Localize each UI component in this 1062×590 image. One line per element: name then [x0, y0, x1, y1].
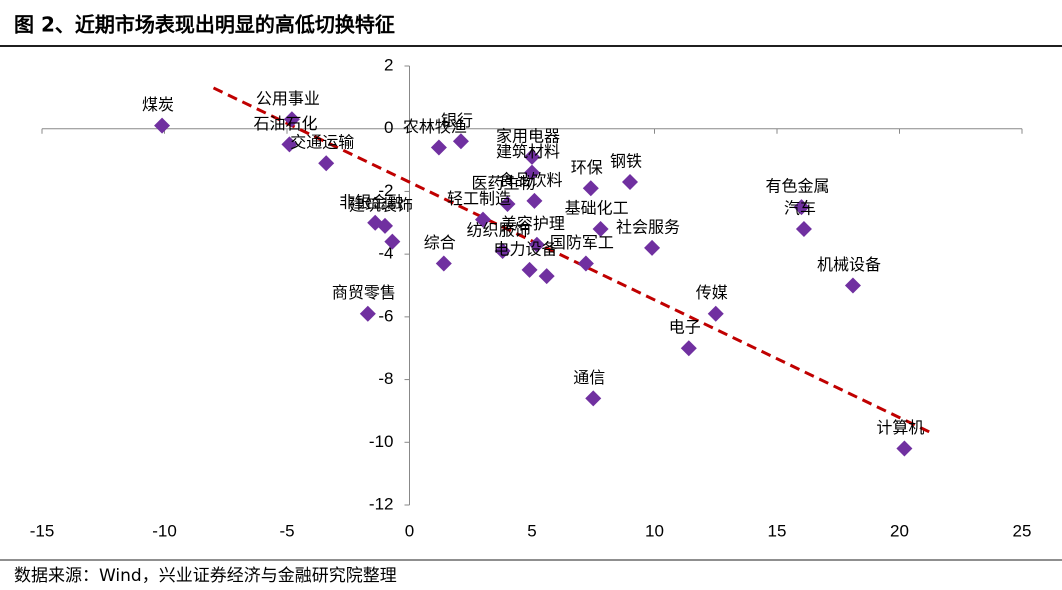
point: [526, 192, 543, 209]
point-label: 煤炭: [142, 95, 174, 114]
point: [384, 233, 401, 250]
point-label: 综合: [424, 233, 456, 252]
point-label: 计算机: [876, 418, 924, 437]
x-tick-label: 5: [527, 521, 536, 540]
point-label: 美容护理: [501, 214, 565, 233]
y-tick-label: -10: [369, 432, 394, 451]
point: [680, 340, 697, 357]
point: [585, 390, 602, 407]
point: [577, 255, 594, 272]
point-label: 环保: [571, 158, 603, 177]
point-label: 电子: [669, 318, 701, 337]
point-label: 石油石化: [253, 114, 317, 133]
point: [793, 199, 810, 216]
point-label: 机械设备: [817, 255, 881, 274]
point-label: 通信: [573, 368, 605, 387]
point: [622, 174, 638, 191]
point: [524, 148, 540, 165]
y-tick-label: -12: [369, 494, 394, 513]
x-tick-label: 25: [1013, 521, 1032, 540]
point-label: 社会服务: [616, 217, 680, 236]
point: [430, 139, 447, 156]
point: [452, 133, 469, 150]
y-tick-label: -8: [378, 369, 393, 388]
y-tick-label: 0: [384, 118, 393, 137]
y-tick-label: -4: [378, 244, 393, 263]
point: [582, 180, 599, 197]
point: [521, 261, 538, 278]
point-label: 轻工制造: [447, 189, 511, 208]
y-tick-label: -6: [378, 306, 393, 325]
point-label: 传媒: [696, 283, 728, 302]
trendline: [212, 86, 932, 435]
point-label: 农林牧渔: [403, 117, 467, 136]
point: [644, 239, 661, 256]
point-label: 钢铁: [610, 152, 642, 171]
point: [524, 164, 540, 181]
point: [377, 217, 393, 234]
point: [896, 440, 913, 457]
source: 数据来源：Wind，兴业证券经济与金融研究院整理: [14, 566, 397, 586]
point: [281, 136, 298, 153]
point-label: 国防军工: [550, 233, 614, 252]
point-label: 公用事业: [256, 89, 320, 108]
x-tick-label: 0: [405, 521, 414, 540]
point-label: 银行: [441, 111, 473, 130]
point-label: 非银金融: [339, 192, 403, 211]
x-tick-label: 15: [768, 521, 787, 540]
point: [707, 305, 724, 322]
point-label: 家用电器: [496, 126, 560, 145]
y-tick-label: -2: [378, 181, 393, 200]
point-label: 纺织服饰: [467, 221, 531, 240]
point: [475, 211, 491, 228]
point-label: 电力设备: [494, 239, 558, 258]
point: [435, 255, 452, 272]
point: [499, 195, 516, 212]
point-label: 有色金属: [765, 177, 829, 196]
point-label: 建筑材料: [496, 142, 560, 161]
point: [592, 221, 609, 238]
point: [538, 268, 555, 285]
point-label: 交通运输: [290, 133, 354, 152]
point: [154, 117, 171, 134]
point-label: 建筑装饰: [349, 195, 413, 214]
point: [494, 243, 511, 260]
point: [844, 277, 861, 294]
x-tick-label: -10: [152, 521, 177, 540]
point: [795, 221, 812, 238]
point: [283, 111, 300, 128]
point-label: 医药生物: [471, 173, 535, 192]
point: [318, 155, 335, 172]
point-label: 商贸零售: [332, 283, 396, 302]
x-tick-label: -5: [279, 521, 294, 540]
point: [359, 305, 376, 322]
point: [528, 236, 545, 253]
point-label: 食品饮料: [498, 170, 562, 189]
x-tick-label: 10: [645, 521, 664, 540]
point-label: 汽车: [784, 199, 816, 218]
chart-title: 图 2、近期市场表现出明显的高低切换特征: [14, 13, 395, 37]
x-tick-label: 20: [890, 521, 909, 540]
point-label: 基础化工: [565, 199, 629, 218]
x-tick-label: -15: [30, 521, 55, 540]
y-tick-label: 2: [384, 55, 393, 74]
